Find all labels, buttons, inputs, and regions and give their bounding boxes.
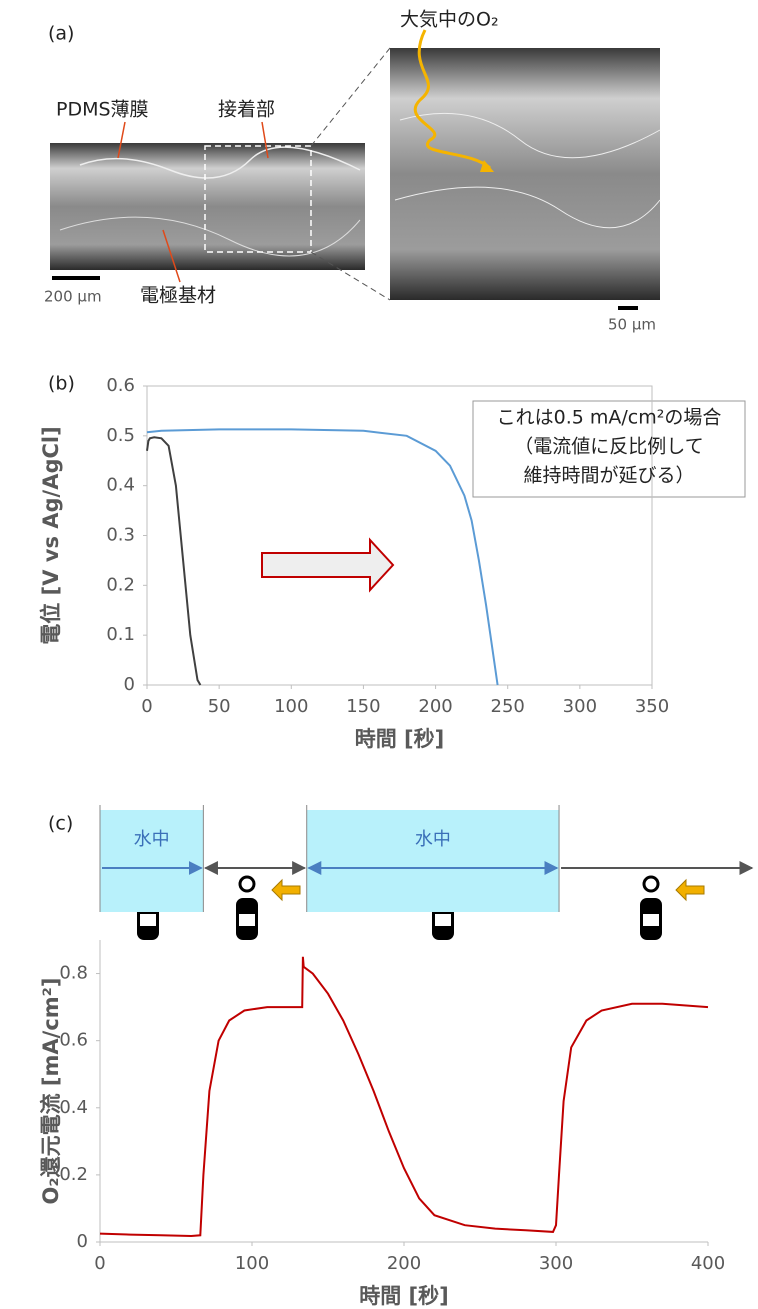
- x-tick-label: 200: [387, 1253, 421, 1274]
- cylinder-label: [435, 914, 451, 926]
- span-label: 水中: [134, 829, 170, 850]
- bond-label: 接着部: [218, 99, 275, 121]
- oxygen-label: 大気中のO₂: [400, 9, 499, 31]
- x-tick-label: 300: [563, 696, 597, 717]
- annotation: 維持時間が延びる）: [523, 465, 694, 487]
- y-tick-label: 0.5: [106, 425, 135, 446]
- annotation: これは0.5 mA/cm²の場合: [497, 407, 722, 429]
- scale-bar: [52, 276, 100, 280]
- panel-label: (a): [48, 23, 74, 45]
- sem-image-right: [390, 48, 660, 300]
- y-tick-label: 0.1: [106, 624, 135, 645]
- cylinder-label: [140, 914, 156, 926]
- panel-label: (c): [48, 813, 73, 835]
- x-tick-label: 0: [94, 1253, 105, 1274]
- cylinder-label: [239, 914, 255, 926]
- y-tick-label: 0: [124, 674, 135, 695]
- annotation: （電流値に反比例して: [514, 436, 703, 458]
- y-tick-label: 0.4: [106, 475, 135, 496]
- gauge: [644, 877, 658, 891]
- y-axis-title: O₂還元電流 [mA/cm²]: [39, 978, 63, 1205]
- x-tick-label: 350: [635, 696, 669, 717]
- y-tick-label: 0.6: [59, 1030, 88, 1051]
- x-tick-label: 0: [141, 696, 152, 717]
- water-span: [100, 810, 203, 912]
- x-tick-label: 300: [539, 1253, 573, 1274]
- data-line: [147, 437, 200, 685]
- x-axis-title: 時間 [秒]: [359, 1284, 449, 1308]
- flow-arrow: [676, 880, 704, 900]
- y-axis-title: 電位 [V vs Ag/AgCl]: [39, 426, 63, 644]
- y-tick-label: 0.2: [106, 574, 135, 595]
- x-tick-label: 250: [491, 696, 525, 717]
- y-tick-label: 0.6: [106, 375, 135, 396]
- page: (a) 大気中のO₂ PDMS薄膜 接着部 電極基材 200 µm 50 µm …: [0, 0, 758, 1309]
- x-axis-title: 時間 [秒]: [355, 727, 445, 751]
- x-tick-label: 50: [208, 696, 231, 717]
- scale-label: 50 µm: [608, 316, 656, 334]
- flow-arrow: [272, 880, 300, 900]
- panel-label: (b): [48, 373, 75, 395]
- x-tick-label: 150: [346, 696, 380, 717]
- figure: (a) 大気中のO₂ PDMS薄膜 接着部 電極基材 200 µm 50 µm …: [0, 0, 758, 1309]
- y-tick-label: 0.3: [106, 525, 135, 546]
- data-line: [100, 957, 708, 1236]
- scale-label: 200 µm: [44, 288, 102, 306]
- span-label: 水中: [415, 829, 451, 850]
- substrate-label: 電極基材: [140, 285, 216, 307]
- y-tick-label: 0.8: [59, 963, 88, 984]
- y-tick-label: 0.4: [59, 1097, 88, 1118]
- y-tick-label: 0: [77, 1231, 88, 1252]
- scale-bar: [618, 306, 638, 310]
- cylinder-label: [643, 914, 659, 926]
- film-label: PDMS薄膜: [56, 99, 149, 121]
- x-tick-label: 200: [418, 696, 452, 717]
- x-tick-label: 100: [274, 696, 308, 717]
- x-tick-label: 400: [691, 1253, 725, 1274]
- y-tick-label: 0.2: [59, 1164, 88, 1185]
- trend-arrow: [262, 540, 393, 590]
- water-span: [307, 810, 559, 912]
- gauge: [240, 877, 254, 891]
- x-tick-label: 100: [235, 1253, 269, 1274]
- zoom-line: [311, 48, 390, 146]
